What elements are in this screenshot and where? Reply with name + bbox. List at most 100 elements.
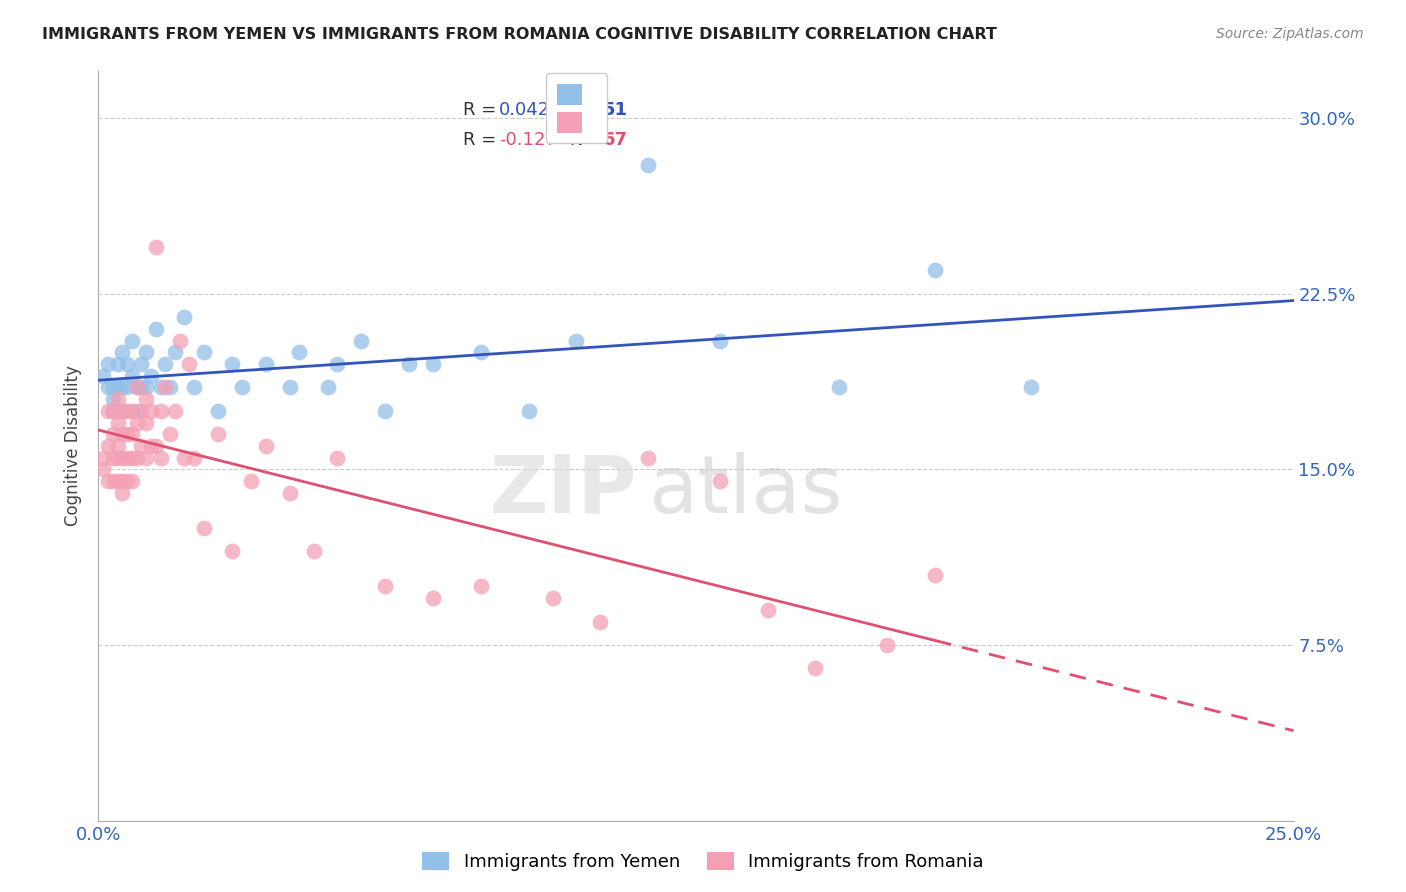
Point: [207, 404, 229, 418]
Point: [115, 474, 138, 488]
Point: [240, 474, 263, 488]
Text: N =: N =: [571, 102, 610, 120]
Point: [145, 322, 167, 336]
Point: [193, 345, 215, 359]
Point: [398, 357, 420, 371]
Point: [101, 404, 124, 418]
Point: [91, 450, 114, 465]
Point: [111, 380, 134, 394]
Point: [91, 462, 114, 476]
Point: [145, 240, 167, 254]
Text: 67: 67: [603, 131, 627, 149]
Point: [111, 474, 134, 488]
Point: [125, 380, 148, 394]
Point: [121, 368, 143, 383]
Point: [115, 357, 138, 371]
Point: [131, 380, 153, 394]
Point: [183, 380, 205, 394]
Point: [302, 544, 325, 558]
Point: [125, 380, 148, 394]
Point: [101, 450, 124, 465]
Point: [828, 380, 851, 394]
Point: [115, 380, 138, 394]
Point: [107, 450, 129, 465]
Point: [97, 380, 120, 394]
Point: [107, 380, 129, 394]
Point: [107, 392, 129, 407]
Point: [637, 450, 659, 465]
Point: [139, 439, 162, 453]
Point: [541, 591, 564, 606]
Point: [97, 474, 120, 488]
Point: [278, 485, 301, 500]
Point: [183, 450, 205, 465]
Point: [221, 544, 243, 558]
Point: [125, 416, 148, 430]
Point: [470, 345, 492, 359]
Point: [111, 485, 134, 500]
Point: [193, 521, 215, 535]
Point: [115, 450, 138, 465]
Point: [101, 474, 124, 488]
Point: [637, 158, 659, 172]
Point: [374, 580, 396, 594]
Point: [121, 427, 143, 442]
Point: [374, 404, 396, 418]
Text: ZIP: ZIP: [489, 452, 637, 530]
Point: [125, 450, 148, 465]
Point: [876, 638, 898, 652]
Point: [350, 334, 373, 348]
Point: [121, 474, 143, 488]
Point: [155, 380, 177, 394]
Y-axis label: Cognitive Disability: Cognitive Disability: [65, 366, 83, 526]
Point: [101, 404, 124, 418]
Point: [107, 439, 129, 453]
Point: [163, 345, 186, 359]
Point: [135, 380, 157, 394]
Point: [115, 427, 138, 442]
Point: [121, 404, 143, 418]
Point: [149, 404, 172, 418]
Point: [135, 416, 157, 430]
Point: [804, 661, 827, 675]
Point: [924, 263, 946, 277]
Point: [111, 404, 134, 418]
Point: [107, 357, 129, 371]
Text: atlas: atlas: [648, 452, 842, 530]
Point: [125, 404, 148, 418]
Point: [173, 310, 195, 325]
Point: [91, 368, 114, 383]
Point: [135, 450, 157, 465]
Point: [139, 368, 162, 383]
Point: [179, 357, 201, 371]
Point: [589, 615, 612, 629]
Point: [149, 380, 172, 394]
Point: [111, 427, 134, 442]
Text: IMMIGRANTS FROM YEMEN VS IMMIGRANTS FROM ROMANIA COGNITIVE DISABILITY CORRELATIO: IMMIGRANTS FROM YEMEN VS IMMIGRANTS FROM…: [42, 27, 997, 42]
Point: [326, 357, 349, 371]
Point: [111, 345, 134, 359]
Text: 51: 51: [603, 102, 627, 120]
Point: [254, 439, 277, 453]
Point: [316, 380, 339, 394]
Point: [159, 427, 181, 442]
Point: [565, 334, 588, 348]
Point: [254, 357, 277, 371]
Point: [709, 474, 731, 488]
Point: [517, 404, 540, 418]
Point: [121, 334, 143, 348]
Point: [97, 439, 120, 453]
Point: [231, 380, 253, 394]
Point: [159, 380, 181, 394]
Text: N =: N =: [571, 131, 610, 149]
Text: R =: R =: [463, 102, 502, 120]
Point: [101, 427, 124, 442]
Point: [169, 334, 191, 348]
Point: [221, 357, 243, 371]
Point: [107, 404, 129, 418]
Point: [111, 450, 134, 465]
Point: [756, 603, 779, 617]
Point: [135, 345, 157, 359]
Text: 0.042: 0.042: [499, 102, 550, 120]
Point: [288, 345, 311, 359]
